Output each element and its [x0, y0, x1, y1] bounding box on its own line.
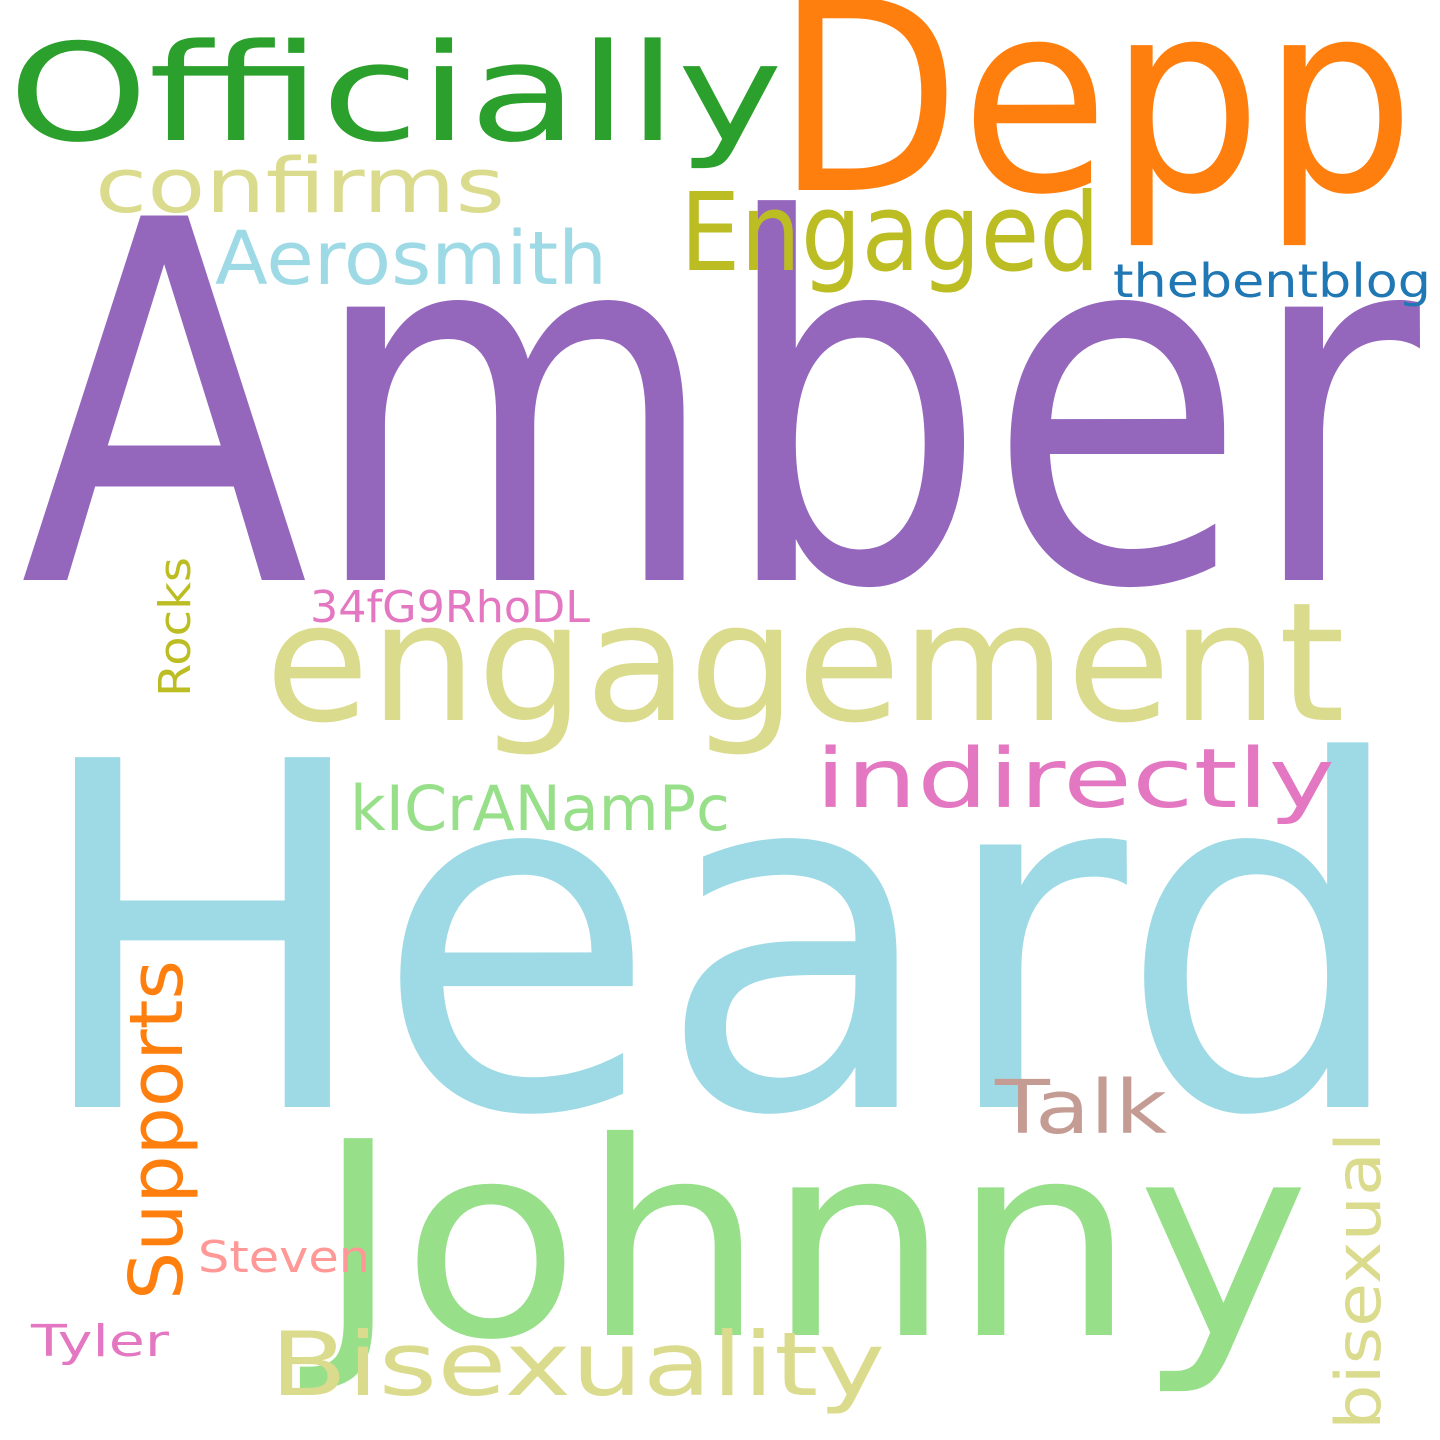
- word-indirectly-text: indirectly: [815, 732, 1335, 827]
- word-depp: Depp: [770, 0, 1440, 270]
- word-tyler-text: Tyler: [30, 1316, 171, 1367]
- word-engagement-text: engagement: [265, 567, 1345, 759]
- word-kicranampc-text: kICrANamPc: [350, 772, 730, 845]
- word-talk: Talk: [990, 1065, 1170, 1151]
- word-kicranampc: kICrANamPc: [345, 772, 735, 845]
- word-34fg9rhodl-text: 34fG9RhoDL: [310, 582, 590, 633]
- word-rocks: Rocks: [140, 545, 210, 705]
- word-bisexual-text: bisexual: [1322, 1132, 1395, 1430]
- word-34fg9rhodl: 34fG9RhoDL: [305, 582, 595, 640]
- word-bisexuality-text: Bisexuality: [270, 1313, 885, 1416]
- word-engaged-text: Engaged: [680, 171, 1100, 296]
- word-bisexuality: Bisexuality: [265, 1313, 890, 1430]
- word-confirms: confirms: [90, 141, 510, 230]
- word-officially: Officially: [0, 15, 800, 190]
- word-depp-text: Depp: [775, 0, 1415, 253]
- word-johnny-text: Johnny: [297, 1084, 1310, 1399]
- word-officially-text: Officially: [8, 15, 783, 172]
- word-thebentblog: thebentblog: [1108, 254, 1438, 315]
- word-amber-text: Amber: [20, 116, 1425, 698]
- word-steven: Steven: [195, 1232, 375, 1287]
- word-rocks-text: Rocks: [150, 557, 201, 697]
- word-heard-text: Heard: [30, 662, 1410, 1221]
- word-supports: Supports: [100, 955, 230, 1305]
- word-talk-text: Talk: [994, 1065, 1167, 1151]
- word-bisexual: bisexual: [1320, 1125, 1395, 1440]
- word-aerosmith-text: Aerosmith: [215, 216, 607, 302]
- word-engaged: Engaged: [675, 171, 1115, 305]
- word-engagement: engagement: [260, 567, 1350, 790]
- word-aerosmith: Aerosmith: [210, 216, 610, 302]
- word-tyler: Tyler: [28, 1316, 173, 1371]
- word-steven-text: Steven: [198, 1232, 370, 1283]
- word-johnny: Johnny: [297, 1084, 1320, 1420]
- word-heard: Heard: [0, 662, 1440, 1221]
- word-indirectly: indirectly: [810, 732, 1340, 845]
- word-confirms-text: confirms: [95, 141, 505, 230]
- word-amber: Amber: [0, 116, 1440, 698]
- word-supports-text: Supports: [114, 960, 200, 1300]
- word-thebentblog-text: thebentblog: [1113, 254, 1431, 308]
